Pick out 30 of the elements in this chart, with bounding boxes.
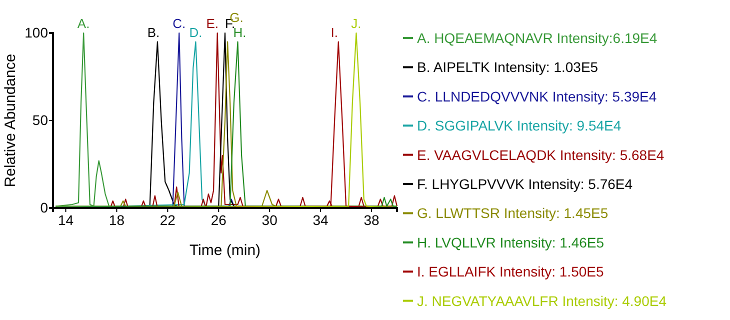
- annotation: A.: [77, 16, 90, 31]
- x-axis-title: Time (min): [189, 242, 261, 259]
- y-tick-label: 50: [32, 112, 48, 128]
- x-tick-label: 14: [58, 212, 74, 228]
- y-axis-title: Relative Abundance: [2, 54, 19, 188]
- legend-label: E. VAAGVLCELAQDK Intensity: 5.68E4: [417, 146, 664, 163]
- legend-label: A. HQEAEMAQNAVR Intensity:6.19E4: [417, 30, 658, 46]
- x-tick-label: 22: [160, 212, 176, 228]
- x-tick-label: 34: [312, 212, 329, 228]
- x-tick-label: 26: [210, 212, 227, 228]
- legend-label: B. AIPELTK Intensity: 1.03E5: [417, 59, 598, 76]
- x-tick-label: 38: [364, 212, 380, 228]
- x-tick-label: 18: [108, 212, 125, 228]
- annotation: E.: [206, 16, 219, 31]
- annotation: C.: [172, 16, 186, 31]
- legend-label: J. NEGVATYAAAVLFR Intensity: 4.90E4: [417, 292, 667, 309]
- x-tick-label: 30: [262, 212, 278, 228]
- y-tick-label: 100: [24, 24, 48, 40]
- annotation: H.: [233, 24, 246, 40]
- annotation: B.: [147, 24, 160, 40]
- annotation: J.: [351, 16, 362, 31]
- legend-label: F. LHYGLPVVVK Intensity: 5.76E4: [417, 176, 633, 192]
- legend-label: D. SGGIPALVK Intensity: 9.54E4: [417, 118, 622, 134]
- y-tick-label: 0: [40, 199, 48, 216]
- legend-label: C. LLNDEDQVVVNK Intensity: 5.39E4: [417, 88, 657, 104]
- legend-label: H. LVQLLVR Intensity: 1.46E5: [417, 234, 604, 250]
- legend-label: G. LLWTTSR Intensity: 1.45E5: [417, 205, 608, 222]
- annotation: D.: [189, 24, 202, 40]
- legend-label: I. EGLLAIFK Intensity: 1.50E5: [417, 264, 604, 280]
- annotation: I.: [330, 24, 338, 40]
